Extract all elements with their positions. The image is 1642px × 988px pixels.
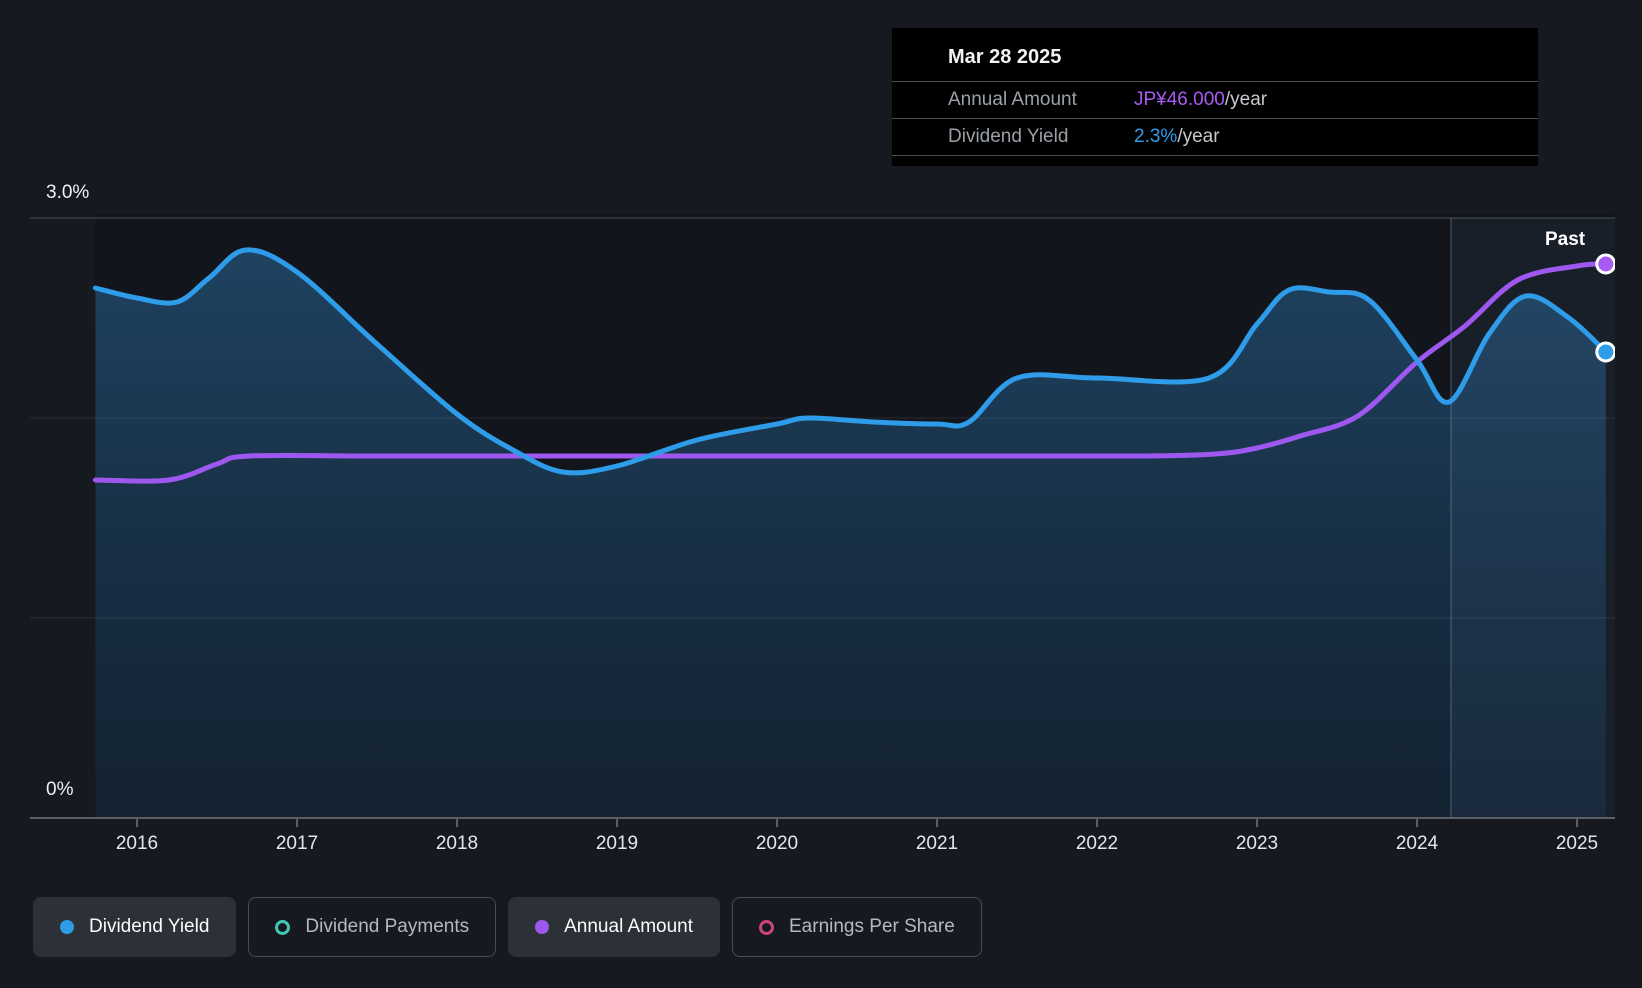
x-axis-label: 2025	[1555, 833, 1599, 854]
x-axis-label: 2021	[915, 833, 959, 854]
x-axis-label: 2022	[1075, 833, 1119, 854]
tooltip-value-suffix: /year	[1177, 126, 1220, 147]
tooltip-date: Mar 28 2025	[948, 46, 1062, 68]
x-axis-label: 2019	[595, 833, 639, 854]
legend-item-annual-amount[interactable]: Annual Amount	[508, 897, 720, 957]
legend-item-dividend-payments[interactable]: Dividend Payments	[248, 897, 497, 957]
tooltip-row-annual-amount: Annual Amount JP¥46.000/year	[892, 81, 1538, 118]
right-margin-mask	[1615, 0, 1642, 988]
x-axis-label: 2020	[755, 833, 799, 854]
tooltip-bottom-rule	[892, 155, 1538, 166]
dividend-yield-series-marker-icon	[60, 920, 74, 934]
tooltip-label: Annual Amount	[948, 89, 1077, 110]
chart-tooltip: Mar 28 2025 Annual Amount JP¥46.000/year…	[892, 28, 1538, 166]
annual-amount-series-marker-icon	[535, 920, 550, 934]
dividend-payments-series-marker-icon	[275, 919, 291, 935]
tooltip-value: JP¥46.000	[1134, 89, 1225, 110]
dividend-yield-end-marker	[1595, 341, 1617, 363]
y-axis-label-bottom: 0%	[46, 779, 74, 800]
dividend-yield-line	[92, 247, 1609, 476]
tooltip-value-suffix: /year	[1224, 89, 1268, 110]
dividend-yield-area-fill	[95, 249, 1606, 818]
chart-legend: Dividend Yield Dividend Payments Annual Am…	[33, 897, 982, 957]
x-axis-label: 2017	[275, 833, 319, 854]
x-axis-ticks	[136, 819, 1578, 827]
annual-amount-line	[92, 261, 1609, 484]
legend-item-label: Earnings Per Share	[789, 916, 955, 937]
y-axis-label-top: 3.0%	[46, 182, 90, 203]
x-axis-label: 2016	[115, 833, 159, 854]
x-axis-label: 2024	[1395, 833, 1439, 854]
tooltip-row-dividend-yield: Dividend Yield 2.3%/year	[892, 118, 1538, 155]
legend-item-earnings-per-share[interactable]: Earnings Per Share	[732, 897, 982, 957]
tooltip-value: 2.3%	[1134, 126, 1178, 147]
x-axis-label: 2023	[1235, 833, 1279, 854]
legend-item-label: Annual Amount	[564, 916, 693, 937]
legend-item-dividend-yield[interactable]: Dividend Yield	[33, 897, 237, 957]
x-axis-label: 2018	[435, 833, 479, 854]
past-region-label: Past	[1545, 229, 1586, 250]
past-year-highlight-band	[1451, 218, 1615, 818]
annual-amount-end-marker	[1595, 253, 1617, 275]
legend-item-label: Dividend Payments	[305, 916, 470, 937]
legend-item-label: Dividend Yield	[89, 916, 210, 937]
earnings-per-share-series-marker-icon	[759, 919, 774, 935]
tooltip-label: Dividend Yield	[948, 126, 1069, 147]
